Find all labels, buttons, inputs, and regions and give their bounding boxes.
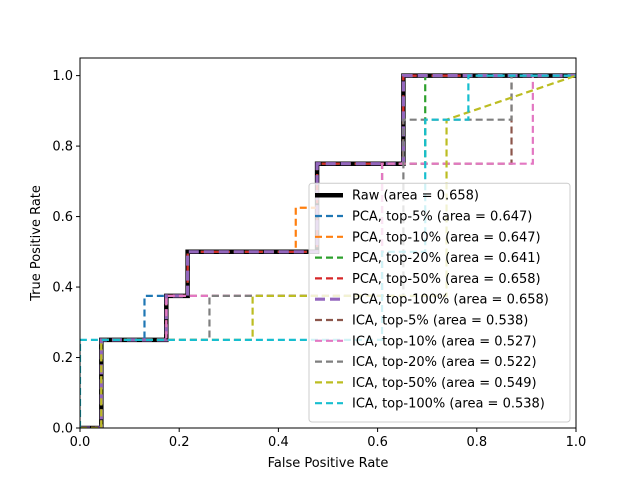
- series-line-10: [80, 74, 576, 428]
- legend-label-1: Raw (area = 0.658): [352, 189, 479, 204]
- legend-label-6: PCA, top-100% (area = 0.658): [352, 293, 549, 308]
- x-axis-label: False Positive Rate: [268, 456, 389, 471]
- legend-label-11: ICA, top-100% (area = 0.538): [352, 397, 545, 412]
- y-tick-label: 0.0: [52, 422, 73, 437]
- legend-label-4: PCA, top-20% (area = 0.641): [352, 251, 541, 266]
- legend-box: [308, 182, 571, 423]
- x-tick-label: 0.0: [70, 435, 91, 450]
- y-tick-label: 0.2: [52, 351, 73, 366]
- legend-label-8: ICA, top-10% (area = 0.527): [352, 334, 537, 349]
- x-tick-label: 0.2: [169, 435, 190, 450]
- legend-label-5: PCA, top-50% (area = 0.658): [352, 272, 541, 287]
- y-axis-label: True Positive Rate: [29, 185, 44, 302]
- y-axis-ticks: 0.0 0.2 0.4 0.6 0.8 1.0: [52, 69, 80, 437]
- legend-label-9: ICA, top-20% (area = 0.522): [352, 355, 537, 370]
- legend: Raw (area = 0.658) PCA, top-5% (area = 0.…: [308, 182, 571, 423]
- x-tick-label: 0.8: [466, 435, 487, 450]
- y-tick-label: 1.0: [52, 69, 73, 84]
- legend-label-2: PCA, top-5% (area = 0.647): [352, 210, 532, 225]
- series-line-8: [80, 74, 576, 428]
- y-tick-label: 0.8: [52, 140, 73, 155]
- legend-label-10: ICA, top-50% (area = 0.549): [352, 376, 537, 391]
- y-tick-label: 0.4: [52, 281, 73, 296]
- plot-frame: [79, 57, 577, 429]
- y-tick-label: 0.6: [52, 210, 73, 225]
- legend-label-3: PCA, top-10% (area = 0.647): [352, 230, 541, 245]
- x-tick-label: 0.6: [367, 435, 388, 450]
- x-tick-label: 0.4: [268, 435, 289, 450]
- x-axis-ticks: 0.0 0.2 0.4 0.6 0.8 1.0: [70, 428, 587, 450]
- x-tick-label: 1.0: [566, 435, 587, 450]
- legend-label-7: ICA, top-5% (area = 0.538): [352, 314, 528, 329]
